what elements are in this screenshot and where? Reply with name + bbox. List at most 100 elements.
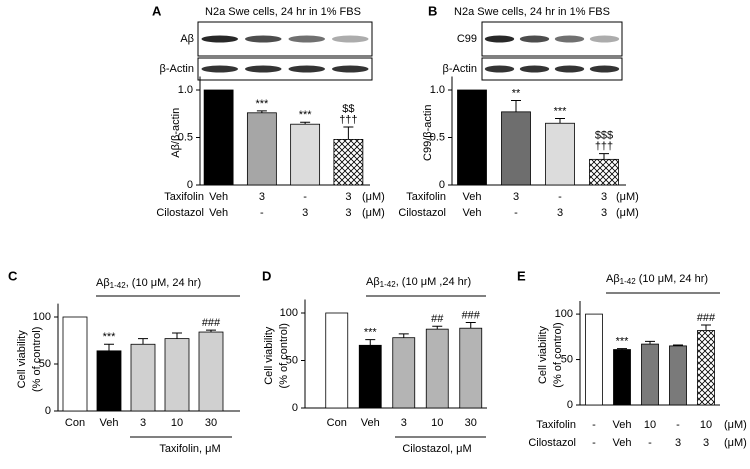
header-text: Aβ bbox=[96, 277, 110, 289]
header-text: (10 μM, 24 hr) bbox=[636, 273, 708, 285]
blot-box bbox=[481, 57, 623, 81]
y-tick-label: 0 bbox=[567, 399, 573, 411]
y-axis-label: (% of control) bbox=[278, 323, 290, 388]
treatment-label: 10 bbox=[700, 419, 712, 431]
treatment-label: Veh bbox=[463, 207, 482, 219]
annotation: $$ bbox=[342, 103, 354, 115]
blot-label: C99 bbox=[457, 33, 477, 45]
treatment-label: - bbox=[648, 437, 652, 449]
panel-label: E bbox=[517, 268, 526, 283]
annotation: ## bbox=[431, 313, 444, 325]
treatment-unit: (μM) bbox=[724, 437, 747, 449]
blot-band bbox=[331, 35, 369, 43]
treatment-label: 3 bbox=[557, 207, 563, 219]
x-tick-label: 3 bbox=[140, 417, 146, 429]
x-tick-label: Veh bbox=[361, 417, 380, 429]
treatment-label: 3 bbox=[513, 191, 519, 203]
treatment-label: 3 bbox=[703, 437, 709, 449]
y-tick-label: 1.0 bbox=[178, 84, 193, 96]
blot-band bbox=[589, 35, 620, 43]
blot-band bbox=[244, 35, 282, 43]
bar bbox=[290, 123, 321, 186]
x-tick-label: 3 bbox=[401, 417, 407, 429]
y-tick-label: 0 bbox=[187, 179, 193, 191]
annotation: ††† bbox=[339, 114, 357, 126]
bar bbox=[62, 316, 88, 412]
blot-band bbox=[554, 35, 585, 43]
x-axis-label: Cilostazol, μM bbox=[402, 443, 471, 455]
treatment-unit: (μM) bbox=[362, 207, 385, 219]
treatment-unit: (μM) bbox=[616, 207, 639, 219]
error-bar bbox=[365, 339, 376, 346]
annotation: *** bbox=[616, 336, 630, 348]
bar bbox=[333, 138, 364, 186]
treatment-label: - bbox=[592, 419, 596, 431]
bar bbox=[358, 344, 382, 409]
y-tick-label: 50 bbox=[561, 353, 573, 365]
treatment-label: 3 bbox=[345, 207, 351, 219]
panel-label: B bbox=[428, 3, 437, 18]
header-sub: 1-42 bbox=[110, 281, 127, 290]
error-bar bbox=[645, 340, 655, 345]
header: Aβ1-42 (10 μM, 24 hr) bbox=[606, 273, 708, 286]
bar bbox=[203, 89, 234, 186]
treatment-label: - bbox=[558, 191, 562, 203]
blot-band bbox=[201, 65, 239, 73]
y-tick-label: 100 bbox=[280, 307, 298, 319]
annotation: *** bbox=[364, 327, 378, 339]
treatment-label: 10 bbox=[644, 419, 656, 431]
bar bbox=[425, 328, 449, 409]
x-tick-label: Veh bbox=[100, 417, 119, 429]
blot-band bbox=[519, 35, 550, 43]
x-tick-label: 10 bbox=[431, 417, 443, 429]
error-bar bbox=[138, 338, 148, 345]
bar bbox=[697, 330, 715, 406]
annotation: ** bbox=[512, 87, 521, 99]
y-tick-label: 1.0 bbox=[430, 84, 445, 96]
error-bar bbox=[398, 333, 409, 338]
treatment-name: Taxifolin bbox=[164, 191, 204, 203]
treatment-label: 3 bbox=[601, 207, 607, 219]
header-sub: 1-42 bbox=[380, 280, 397, 289]
y-tick-label: 100 bbox=[555, 308, 573, 320]
bar bbox=[613, 349, 631, 406]
panel-label: C bbox=[8, 268, 18, 283]
blot-band bbox=[244, 65, 282, 73]
blot-box bbox=[197, 57, 373, 81]
blot-band bbox=[331, 65, 369, 73]
error-bar bbox=[701, 324, 711, 331]
blot-band bbox=[201, 35, 239, 43]
annotation: ††† bbox=[595, 141, 613, 153]
header-text: , (10 μM, 24 hr) bbox=[126, 277, 201, 289]
x-tick-label: 10 bbox=[171, 417, 183, 429]
y-tick-label: 100 bbox=[33, 311, 51, 323]
annotation: *** bbox=[554, 105, 568, 117]
x-tick-label: 30 bbox=[465, 417, 477, 429]
blot-band bbox=[288, 65, 326, 73]
bar bbox=[198, 331, 224, 412]
treatment-label: Veh bbox=[613, 419, 632, 431]
treatment-label: - bbox=[260, 207, 264, 219]
annotation: $$$ bbox=[595, 130, 613, 142]
bar bbox=[392, 337, 416, 409]
error-bar bbox=[465, 322, 476, 329]
error-bar bbox=[300, 121, 311, 125]
bar bbox=[96, 350, 122, 412]
treatment-label: - bbox=[592, 437, 596, 449]
error-bar bbox=[256, 110, 267, 113]
header-text: , (10 μM ,24 hr) bbox=[396, 276, 471, 288]
y-tick-label: 50 bbox=[286, 354, 298, 366]
header-text: Aβ bbox=[366, 276, 380, 288]
bar bbox=[457, 89, 487, 186]
y-axis-label: C99/β-actin bbox=[422, 105, 434, 161]
error-bar bbox=[555, 118, 565, 124]
y-axis-label: (% of control) bbox=[552, 322, 564, 387]
treatment-unit: (μM) bbox=[362, 191, 385, 203]
treatment-label: - bbox=[514, 207, 518, 219]
panel-label: A bbox=[152, 3, 162, 18]
blot-band bbox=[519, 65, 550, 73]
error-bar bbox=[617, 348, 627, 350]
treatment-label: Veh bbox=[209, 207, 228, 219]
treatment-name: Cilostazol bbox=[156, 207, 204, 219]
error-bar bbox=[343, 126, 354, 140]
